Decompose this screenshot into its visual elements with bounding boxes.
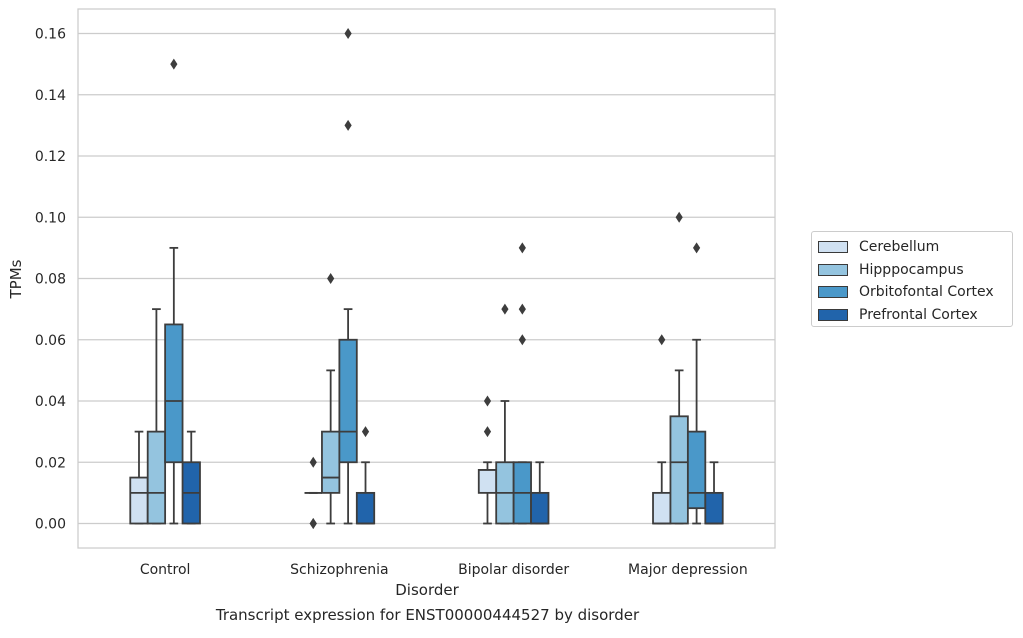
x-tick-label: Control (140, 562, 191, 578)
box-prefrontal-cortex-control (181, 430, 201, 525)
box-hipppocampus-bipolar-disorder (495, 303, 515, 525)
box-body (530, 491, 550, 525)
y-tick-label: 0.16 (35, 27, 66, 43)
y-axis-ticks: 0.00 0.02 0.04 0.06 0.08 0.10 0.12 0.14 0.16 (35, 27, 66, 533)
outlier-point (692, 242, 701, 254)
legend-item-hippocampus: Hipppocampus (818, 259, 1006, 282)
outlier-point (658, 334, 666, 346)
box-body (129, 476, 149, 525)
legend-item-orbitofrontal-cortex: Orbitofontal Cortex (818, 281, 1006, 304)
x-tick-label: Bipolar disorder (458, 562, 569, 578)
y-tick-label: 0.04 (35, 394, 66, 410)
y-tick-label: 0.02 (35, 455, 66, 471)
figure-caption: Transcript expression for ENST0000044452… (215, 606, 640, 624)
y-axis-label: TPMs (7, 259, 25, 299)
legend-label-prefrontal-cortex: Prefrontal Cortex (859, 306, 978, 323)
outlier-point (344, 28, 352, 39)
box-cerebellum-schizophrenia (304, 456, 322, 529)
box-body (686, 430, 707, 510)
y-tick-label: 0.00 (35, 517, 66, 533)
legend-item-cerebellum: Cerebellum (818, 236, 1006, 259)
box-body (652, 491, 672, 525)
legend-item-prefrontal-cortex: Prefrontal Cortex (818, 304, 1006, 327)
outlier-point (518, 242, 526, 254)
plot-area (129, 28, 724, 529)
x-tick-label: Schizophrenia (290, 562, 388, 578)
legend: Cerebellum Hipppocampus Orbitofontal Cor… (811, 231, 1013, 327)
x-tick-label: Major depression (628, 562, 748, 578)
y-tick-label: 0.10 (35, 210, 66, 226)
box-orbitofontal-cortex-major-depression (686, 242, 707, 525)
outlier-point (675, 211, 683, 223)
box-body (704, 491, 724, 525)
plot-frame (77, 8, 776, 549)
legend-label-hippocampus: Hipppocampus (859, 261, 964, 278)
box-prefrontal-cortex-schizophrenia (355, 426, 376, 525)
y-tick-label: 0.12 (35, 149, 66, 165)
outlier-point (483, 426, 492, 438)
box-body (164, 323, 184, 464)
box-body (355, 491, 376, 525)
box-cerebellum-bipolar-disorder (477, 395, 498, 525)
outlier-point (483, 395, 492, 407)
x-axis-ticks: Control Schizophrenia Bipolar disorder Majo… (140, 562, 748, 578)
x-axis-label: Disorder (395, 581, 459, 599)
y-tick-label: 0.06 (35, 333, 66, 349)
box-body (321, 430, 341, 494)
legend-swatch-orbitofrontal-cortex (818, 286, 848, 299)
outlier-point (170, 58, 178, 70)
box-hipppocampus-major-depression (669, 211, 689, 525)
box-body (338, 338, 358, 464)
outlier-point (518, 303, 526, 315)
box-cerebellum-control (129, 430, 149, 525)
box-orbitofontal-cortex-bipolar-disorder (512, 242, 532, 525)
outlier-point (361, 426, 370, 438)
legend-swatch-prefrontal-cortex (818, 308, 848, 321)
outlier-point (518, 334, 526, 346)
box-body (146, 430, 167, 525)
outlier-point (327, 273, 335, 284)
box-hipppocampus-schizophrenia (321, 273, 341, 525)
y-tick-label: 0.14 (35, 88, 66, 104)
box-orbitofontal-cortex-schizophrenia (338, 28, 358, 525)
box-body (477, 469, 498, 494)
box-cerebellum-major-depression (652, 334, 672, 525)
box-body (669, 415, 689, 525)
box-prefrontal-cortex-major-depression (704, 461, 724, 525)
box-orbitofontal-cortex-control (164, 58, 184, 525)
outlier-point (309, 456, 317, 468)
legend-swatch-cerebellum (818, 241, 848, 254)
outlier-point (309, 518, 317, 529)
box-hipppocampus-control (146, 308, 167, 525)
box-prefrontal-cortex-bipolar-disorder (530, 461, 550, 525)
y-tick-label: 0.08 (35, 272, 66, 288)
legend-label-orbitofrontal-cortex: Orbitofontal Cortex (859, 284, 994, 301)
legend-swatch-hippocampus (818, 263, 848, 276)
outlier-point (344, 119, 352, 131)
legend-label-cerebellum: Cerebellum (859, 239, 940, 256)
outlier-point (501, 303, 509, 315)
